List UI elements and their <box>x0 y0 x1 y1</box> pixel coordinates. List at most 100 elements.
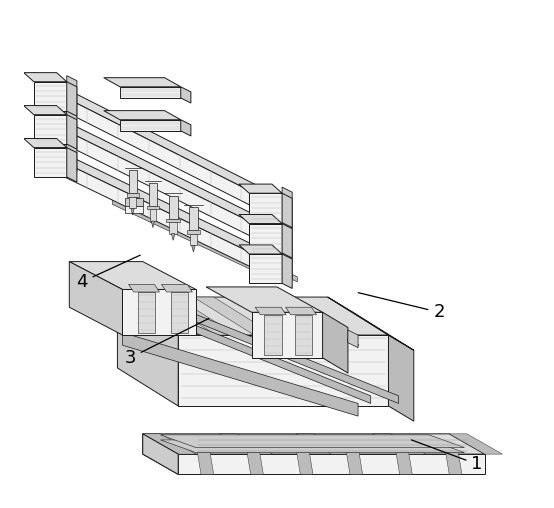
Polygon shape <box>129 170 137 193</box>
Polygon shape <box>122 333 358 416</box>
Polygon shape <box>126 193 138 197</box>
Polygon shape <box>34 148 66 177</box>
Polygon shape <box>388 335 414 421</box>
Text: 4: 4 <box>76 255 140 291</box>
Polygon shape <box>327 297 414 350</box>
Polygon shape <box>322 312 348 373</box>
Polygon shape <box>249 193 282 223</box>
Polygon shape <box>66 115 77 149</box>
Polygon shape <box>161 435 464 448</box>
Polygon shape <box>295 315 312 355</box>
Polygon shape <box>239 184 282 193</box>
Polygon shape <box>282 254 292 289</box>
Polygon shape <box>138 292 156 333</box>
Polygon shape <box>54 158 274 278</box>
Polygon shape <box>122 290 196 335</box>
Polygon shape <box>151 221 155 228</box>
Polygon shape <box>396 453 412 474</box>
Polygon shape <box>255 307 286 315</box>
Polygon shape <box>69 262 122 335</box>
Polygon shape <box>282 187 292 278</box>
Polygon shape <box>125 206 143 213</box>
Polygon shape <box>239 245 282 254</box>
Polygon shape <box>168 196 178 218</box>
Polygon shape <box>373 434 426 454</box>
Polygon shape <box>34 115 66 144</box>
Polygon shape <box>120 87 181 98</box>
Polygon shape <box>189 207 198 230</box>
Polygon shape <box>143 434 196 454</box>
Polygon shape <box>193 297 274 335</box>
Polygon shape <box>239 214 282 224</box>
Polygon shape <box>66 148 77 182</box>
Polygon shape <box>269 297 351 335</box>
Polygon shape <box>147 206 159 209</box>
Polygon shape <box>149 183 157 206</box>
Polygon shape <box>162 284 192 292</box>
Polygon shape <box>161 440 464 453</box>
Polygon shape <box>112 199 277 282</box>
Polygon shape <box>206 287 322 312</box>
Polygon shape <box>170 222 177 234</box>
Polygon shape <box>132 199 297 282</box>
Text: 3: 3 <box>124 319 209 367</box>
Polygon shape <box>190 234 197 245</box>
Polygon shape <box>143 434 485 454</box>
Polygon shape <box>34 82 66 111</box>
Polygon shape <box>252 312 322 358</box>
Polygon shape <box>286 307 316 315</box>
Polygon shape <box>297 453 313 474</box>
Polygon shape <box>181 87 191 103</box>
Polygon shape <box>178 335 388 406</box>
Text: 1: 1 <box>411 440 483 473</box>
Polygon shape <box>117 297 178 406</box>
Polygon shape <box>54 83 274 203</box>
Polygon shape <box>54 125 274 248</box>
Polygon shape <box>346 453 363 474</box>
Polygon shape <box>449 434 502 454</box>
Polygon shape <box>140 292 398 403</box>
Polygon shape <box>446 453 462 474</box>
Polygon shape <box>247 453 263 474</box>
Polygon shape <box>104 111 181 120</box>
Polygon shape <box>156 297 237 335</box>
Polygon shape <box>66 76 77 172</box>
Polygon shape <box>54 149 274 264</box>
Polygon shape <box>192 245 195 252</box>
Polygon shape <box>54 116 274 234</box>
Polygon shape <box>264 315 282 355</box>
Polygon shape <box>282 224 292 258</box>
Polygon shape <box>143 434 178 474</box>
Polygon shape <box>24 73 66 82</box>
Polygon shape <box>282 193 292 228</box>
Polygon shape <box>24 139 66 148</box>
Polygon shape <box>296 434 349 454</box>
Polygon shape <box>219 434 273 454</box>
Polygon shape <box>166 218 180 222</box>
Polygon shape <box>197 453 214 474</box>
Polygon shape <box>171 292 188 333</box>
Polygon shape <box>54 92 274 217</box>
Polygon shape <box>178 454 485 474</box>
Polygon shape <box>66 82 77 116</box>
Polygon shape <box>130 197 136 208</box>
Polygon shape <box>150 209 156 221</box>
Polygon shape <box>129 284 160 292</box>
Polygon shape <box>348 330 358 347</box>
Polygon shape <box>171 234 175 240</box>
Polygon shape <box>120 120 181 131</box>
Polygon shape <box>249 254 282 283</box>
Text: 2: 2 <box>358 293 445 321</box>
Polygon shape <box>232 297 312 335</box>
Polygon shape <box>143 434 178 474</box>
Polygon shape <box>117 297 198 335</box>
Polygon shape <box>24 106 66 115</box>
Polygon shape <box>104 78 181 87</box>
Polygon shape <box>131 208 134 215</box>
Polygon shape <box>249 224 282 253</box>
Polygon shape <box>117 297 388 335</box>
Polygon shape <box>125 198 143 206</box>
Polygon shape <box>181 120 191 136</box>
Polygon shape <box>69 262 196 290</box>
Polygon shape <box>187 230 200 234</box>
